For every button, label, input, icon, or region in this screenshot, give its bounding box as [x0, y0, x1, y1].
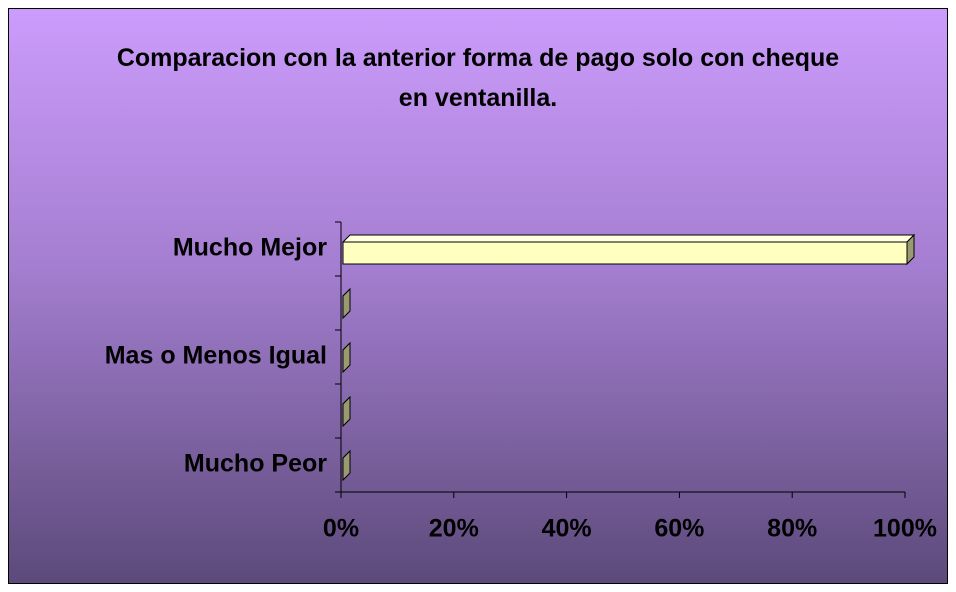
y-tick-label: Mucho Peor: [184, 450, 327, 478]
x-tick-label: 40%: [542, 515, 592, 543]
bar: [342, 341, 351, 374]
x-tick-label: 60%: [654, 515, 704, 543]
bar-side: [342, 287, 351, 320]
bar: [341, 233, 916, 266]
y-tick-label: Mas o Menos Igual: [105, 342, 327, 370]
bar-front: [342, 241, 908, 265]
x-tick-label: 0%: [323, 515, 359, 543]
bar: [342, 395, 351, 428]
bar-side: [342, 449, 351, 482]
bar: [342, 449, 351, 482]
x-tick-label: 20%: [429, 515, 479, 543]
chart-background: [8, 8, 948, 584]
x-tick-label: 100%: [873, 515, 937, 543]
bar-top: [341, 234, 916, 243]
y-tick-label: Mucho Mejor: [173, 234, 327, 262]
bar: [342, 287, 351, 320]
x-tick-label: 80%: [767, 515, 817, 543]
chart-title: Comparacion con la anterior forma de pag…: [116, 44, 840, 112]
bar-side: [342, 341, 351, 374]
bar-side: [342, 395, 351, 428]
